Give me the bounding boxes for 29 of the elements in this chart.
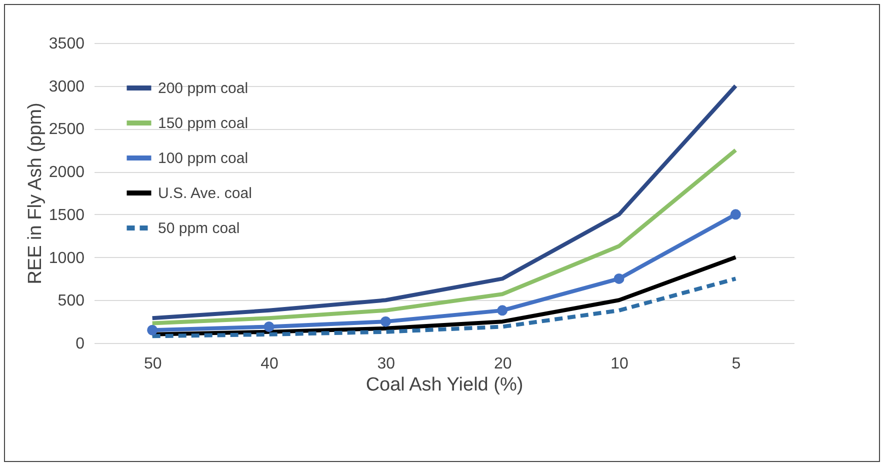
legend-label: 100 ppm coal	[158, 150, 248, 167]
line-series	[150, 84, 738, 320]
y-tick-label: 3000	[48, 78, 85, 96]
y-tick-label: 500	[58, 292, 85, 310]
x-tick-label: 30	[377, 356, 396, 372]
legend-label: 50 ppm coal	[158, 220, 240, 237]
x-axis-title: Coal Ash Yield (%)	[366, 374, 524, 396]
point	[380, 316, 391, 327]
x-tick-label: 5	[732, 356, 741, 372]
legend-label: U.S. Ave. coal	[158, 185, 252, 202]
y-tick-label: 1500	[48, 206, 85, 224]
point	[264, 321, 274, 332]
x-tick-label: 20	[494, 356, 512, 372]
x-tick-label: 50	[144, 356, 162, 372]
point	[497, 305, 508, 316]
point	[147, 324, 158, 336]
point	[730, 209, 741, 220]
y-tick-label: 3500	[48, 36, 85, 52]
y-axis-title: REE in Fly Ash (ppm)	[24, 102, 46, 284]
x-tick-label: 10	[610, 356, 628, 372]
legend-label: 150 ppm coal	[158, 115, 248, 132]
y-tick-label: 0	[76, 336, 85, 352]
y-tick-label: 2500	[48, 121, 85, 138]
y-tick-label: 1000	[48, 250, 85, 267]
x-tick-label: 40	[260, 356, 278, 372]
legend-label: 200 ppm coal	[158, 80, 248, 97]
line-series	[150, 148, 738, 326]
point	[614, 273, 624, 284]
y-tick-label: 2000	[48, 164, 85, 182]
